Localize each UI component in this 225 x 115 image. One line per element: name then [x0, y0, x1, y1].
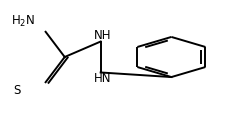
Text: HN: HN	[94, 72, 111, 84]
Text: NH: NH	[94, 28, 111, 41]
Text: S: S	[13, 83, 20, 96]
Text: H$_2$N: H$_2$N	[11, 14, 35, 29]
